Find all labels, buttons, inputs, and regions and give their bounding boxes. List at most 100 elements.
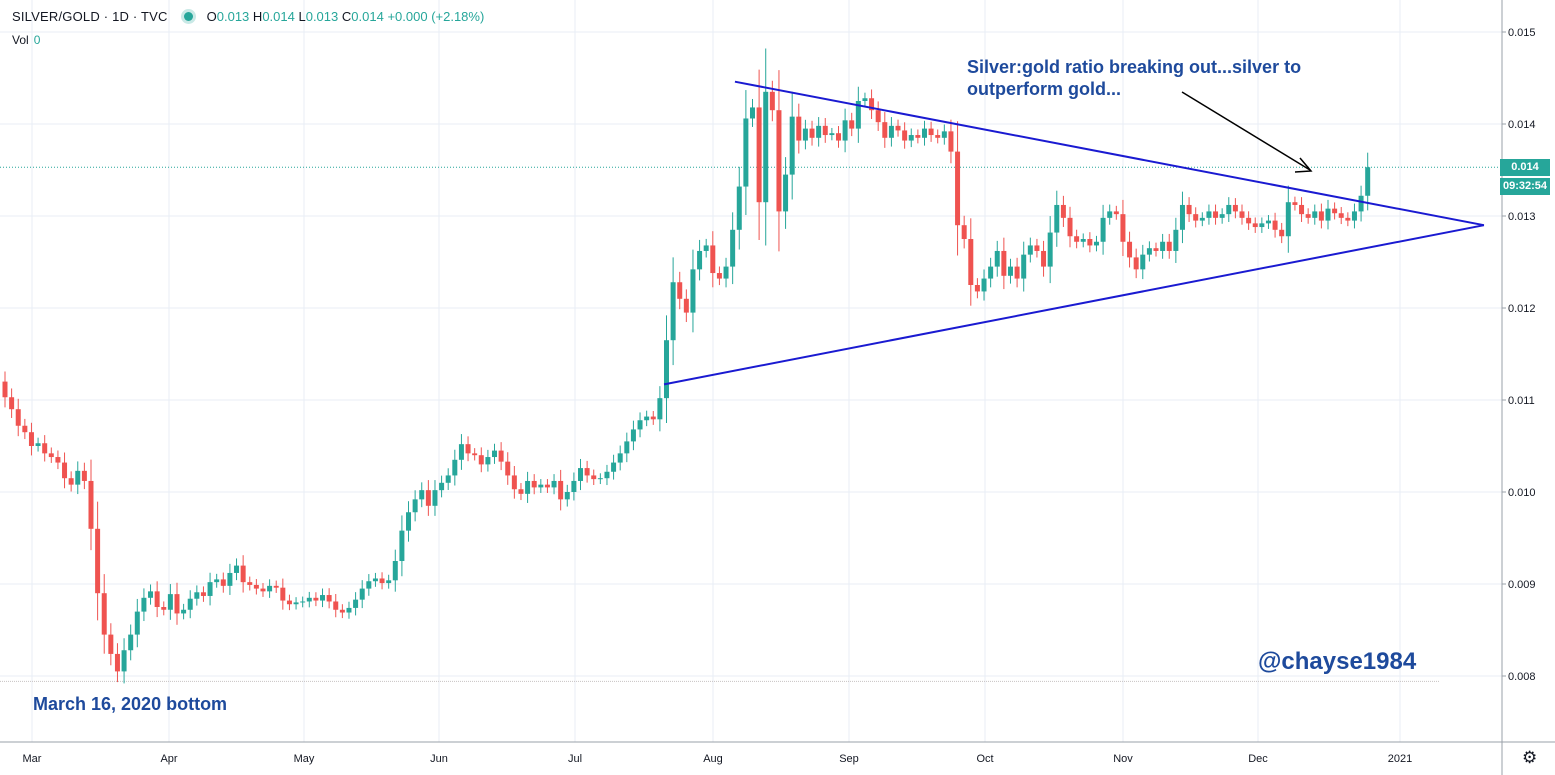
candle — [81, 462, 87, 490]
candle-body — [941, 131, 947, 138]
candle — [935, 129, 941, 144]
candle-body — [326, 595, 332, 602]
candle-body — [670, 282, 676, 341]
candle-body — [637, 420, 643, 430]
candle-body — [518, 489, 524, 494]
candle — [48, 447, 54, 463]
time-tick-label: May — [294, 753, 315, 765]
candle — [280, 578, 286, 610]
candle — [921, 120, 927, 146]
candle — [948, 119, 954, 164]
candle — [1299, 197, 1305, 222]
candle-body — [1179, 204, 1185, 230]
time-tick-label: 2021 — [1388, 753, 1412, 765]
candle-body — [703, 245, 709, 251]
candle-body — [690, 269, 696, 313]
candle — [1246, 211, 1252, 230]
candle-body — [1166, 241, 1172, 251]
candle — [1252, 217, 1258, 233]
candle — [1093, 235, 1099, 252]
candle-body — [756, 107, 762, 203]
candle-body — [650, 416, 656, 420]
market-status-icon — [183, 12, 193, 21]
candle — [1067, 206, 1073, 248]
candle-body — [875, 110, 881, 123]
candle — [955, 121, 961, 256]
candle — [974, 278, 980, 299]
candle-body — [1345, 217, 1351, 221]
candle-body — [267, 585, 273, 592]
arrow-head — [1294, 157, 1313, 173]
candle — [743, 90, 749, 215]
candle — [842, 108, 848, 153]
candle-body — [1272, 220, 1278, 230]
price-tick-label: 0.014 — [1508, 119, 1536, 131]
candle — [1226, 197, 1232, 222]
time-tick-label: Jun — [430, 753, 448, 765]
candle-body — [1338, 213, 1344, 218]
candle — [776, 70, 782, 252]
candle — [247, 576, 253, 591]
candle — [445, 468, 451, 490]
candle-body — [882, 122, 888, 138]
candle — [1127, 231, 1133, 268]
candle-body — [1226, 204, 1232, 215]
candle-body — [564, 492, 570, 500]
candle-body — [1199, 217, 1205, 221]
candle — [1160, 233, 1166, 259]
candle-body — [75, 470, 81, 485]
candle — [882, 112, 888, 148]
candle — [928, 121, 934, 142]
candle — [207, 572, 213, 606]
candle-body — [1001, 250, 1007, 276]
candle-body — [578, 468, 584, 481]
candle-body — [253, 584, 259, 589]
candle — [22, 418, 28, 440]
candle — [869, 89, 875, 119]
candle — [1305, 208, 1311, 224]
candle — [1107, 204, 1113, 225]
candle — [1213, 204, 1219, 225]
candle — [108, 623, 114, 666]
candle — [425, 480, 431, 516]
symbol-label[interactable]: SILVER/GOLD · 1D · TVC — [12, 9, 168, 24]
candle — [339, 604, 345, 619]
candle — [683, 289, 689, 323]
candle — [1186, 197, 1192, 222]
candle — [650, 410, 656, 425]
low-value: 0.013 — [305, 9, 339, 24]
candle-body — [1021, 254, 1027, 279]
candle — [862, 92, 868, 107]
candle — [392, 549, 398, 592]
candle-body — [1213, 211, 1219, 218]
candle-body — [48, 453, 54, 458]
candle — [114, 643, 120, 683]
candle — [128, 624, 134, 661]
candle-body — [167, 594, 173, 610]
time-tick-label: Nov — [1113, 753, 1133, 765]
candle-body — [1232, 204, 1238, 212]
candle-body — [968, 239, 974, 285]
candle-body — [366, 581, 372, 589]
candle — [194, 585, 200, 606]
candle — [1351, 203, 1357, 229]
settings-gear-icon[interactable]: ⚙ — [1522, 748, 1538, 767]
candle-body — [869, 98, 875, 111]
breakout-note-line2: outperform gold... — [967, 79, 1121, 99]
candle — [1140, 244, 1146, 280]
candle-body — [657, 398, 663, 420]
candle-body — [1060, 204, 1066, 218]
price-tick-label: 0.010 — [1508, 487, 1536, 499]
candle-body — [353, 599, 359, 608]
annotation-arrow — [1181, 91, 1313, 173]
candle — [564, 484, 570, 507]
candle-body — [379, 578, 385, 584]
author-handle: @chayse1984 — [1258, 648, 1417, 675]
candle — [538, 479, 544, 493]
candle — [584, 460, 590, 483]
candle — [915, 129, 921, 144]
candle-body — [1100, 217, 1106, 242]
candle — [657, 386, 663, 432]
candle — [796, 103, 802, 154]
